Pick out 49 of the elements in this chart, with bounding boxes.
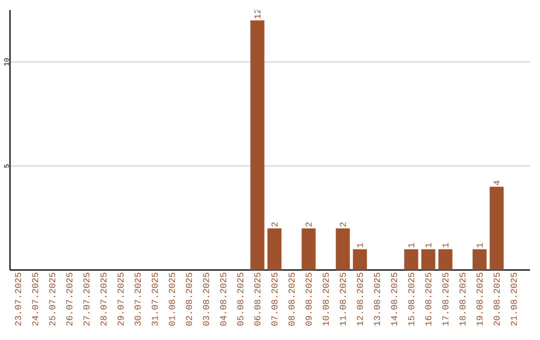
data-label: 2: [340, 222, 346, 227]
x-tick-label: 21.08.2025: [510, 272, 517, 326]
x-tick-label: 06.08.2025: [254, 272, 260, 326]
x-tick-label: 14.08.2025: [391, 272, 398, 326]
x-tick-label: 10.08.2025: [322, 272, 329, 326]
x-tick-label: 31.07.2025: [152, 272, 158, 326]
data-label: 2: [271, 222, 278, 227]
x-tick-label: 17.08.2025: [442, 272, 448, 326]
x-tick-label: 16.08.2025: [425, 272, 432, 326]
x-tick-label: 25.07.2025: [49, 272, 56, 326]
x-tick-label: 12.08.2025: [356, 272, 363, 326]
x-tick-label: 04.08.2025: [220, 272, 226, 326]
bar: [472, 249, 487, 270]
x-tick-label: 19.08.2025: [476, 272, 483, 326]
data-label: 1: [408, 243, 414, 248]
x-tick-label: 26.07.2025: [66, 272, 72, 326]
data-label: 1: [425, 243, 432, 248]
x-tick-label: 11.08.2025: [340, 272, 346, 326]
bar: [352, 249, 367, 270]
bar: [336, 228, 350, 270]
x-tick-label: 18.08.2025: [459, 272, 466, 326]
data-label: 1: [476, 243, 483, 248]
bar: [421, 249, 436, 270]
x-tick-label: 20.08.2025: [494, 272, 500, 326]
bar: [267, 228, 282, 270]
x-tick-label: 07.08.2025: [271, 272, 278, 326]
x-tick-label: 02.08.2025: [186, 272, 192, 326]
data-label: 1: [442, 243, 448, 248]
x-tick-label: 09.08.2025: [306, 272, 312, 326]
bar: [250, 20, 264, 270]
bar: [490, 186, 504, 270]
x-tick-label: 23.07.2025: [14, 272, 22, 326]
x-tick-label: 03.08.2025: [203, 272, 210, 326]
bar: [302, 228, 316, 270]
bar: [404, 249, 418, 270]
x-tick-label: 27.07.2025: [83, 272, 90, 326]
x-tick-label: 08.08.2025: [288, 272, 295, 326]
x-tick-label: 29.07.2025: [118, 272, 124, 326]
data-label: 2: [306, 222, 312, 227]
x-tick-label: 15.08.2025: [408, 272, 414, 326]
data-label: 1: [356, 243, 363, 248]
x-tick-label: 24.07.2025: [32, 272, 38, 326]
x-tick-label: 28.07.2025: [100, 272, 107, 326]
x-tick-label: 01.08.2025: [168, 272, 175, 326]
x-tick-label: 05.08.2025: [237, 272, 244, 326]
x-tick-label: 30.07.2025: [134, 272, 141, 326]
data-label: 4: [494, 180, 500, 186]
x-tick-label: 13.08.2025: [374, 272, 380, 326]
bar: [438, 249, 452, 270]
